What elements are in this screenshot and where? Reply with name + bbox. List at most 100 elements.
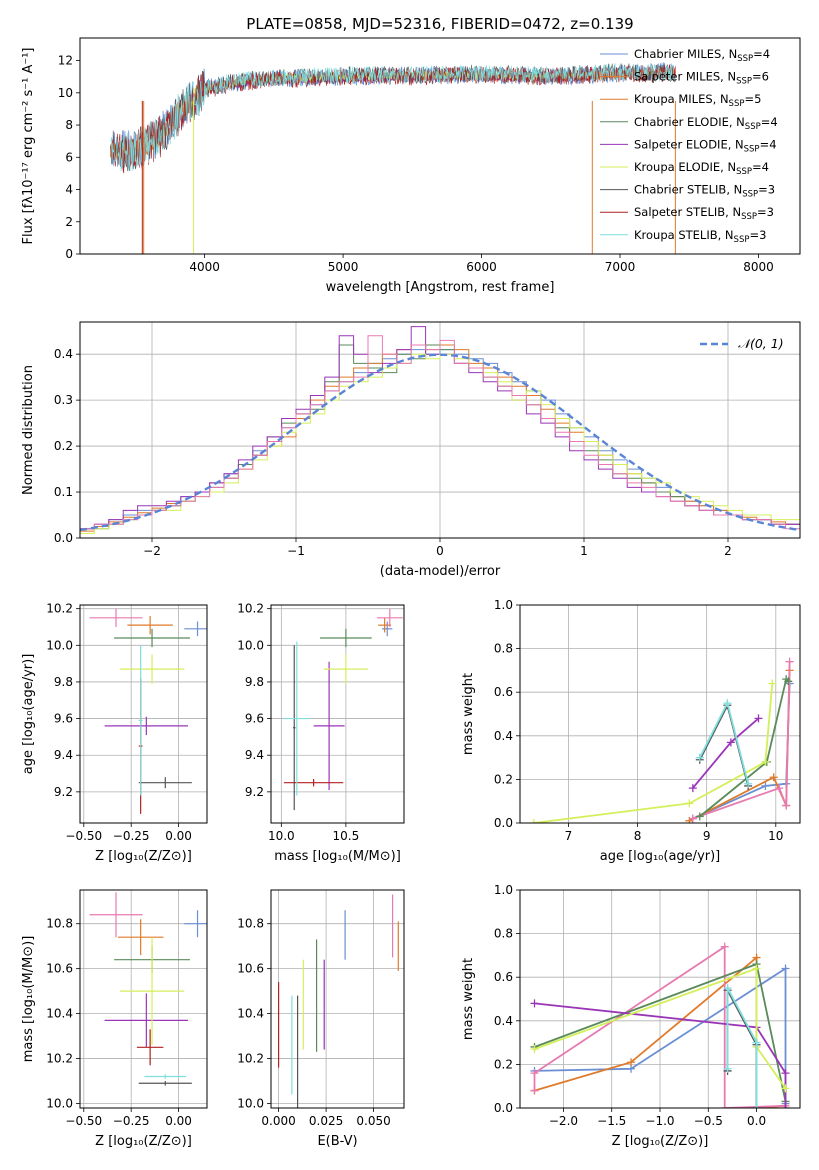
legend-entry: 𝒩(0, 1): [738, 336, 784, 351]
legend-entry: Kroupa STELIB, NSSP=3: [634, 228, 766, 245]
histograms: [80, 326, 800, 538]
residual-histogram-panel: −2 −1 0 1 2 0.0 0.1 0.2 0.3 0.4 (data-model)/error…: [21, 321, 801, 579]
weight-marker: [769, 773, 778, 782]
weight-marker: [785, 657, 794, 666]
weight-marker: [752, 1104, 761, 1108]
weight-series: [726, 989, 758, 1108]
y-tick-label: 8: [65, 118, 73, 132]
x-tick-label: −2: [143, 544, 161, 558]
axes-frame: [79, 321, 801, 539]
x-axis-label: (data-model)/error: [380, 564, 501, 579]
y-tick-label: 0.6: [494, 685, 513, 699]
error-bars: [89, 892, 207, 1086]
mass-vs-extinction-panel: 0.000 0.025 0.050 10.0 10.2 10.4 10.6 10.8 E(B-V…: [237, 889, 405, 1149]
weight-marker: [781, 1084, 790, 1093]
y-tick-label: 0.4: [494, 1014, 513, 1028]
mass-vs-metallicity-panel: −0.50 −0.25 0.00 10.0 10.2 10.4 10.6 10.8 Z [log…: [21, 889, 208, 1149]
y-axis-label: mass [log₁₀(M/M⊙)]: [21, 936, 36, 1063]
legend-suffix: =3: [757, 205, 774, 219]
legend-subscript: SSP: [734, 235, 750, 245]
y-axis-label: mass weight: [461, 673, 476, 755]
y-tick-label: 9.6: [245, 712, 264, 726]
axes-frame: [79, 604, 208, 824]
legend-entry: Kroupa MILES, NSSP=5: [634, 92, 761, 109]
age-vs-mass-panel: 10.0 10.5 9.2 9.4 9.6 9.8 10.0 10.2 mass [log₁₀(…: [237, 602, 405, 864]
x-tick-label: −0.25: [113, 829, 150, 843]
y-tick-label: 0.2: [494, 772, 513, 786]
weight-marker: [720, 1104, 729, 1108]
x-tick-label: 9: [703, 829, 711, 843]
x-tick-label: −0.25: [113, 1114, 150, 1128]
y-tick-label: 10.2: [237, 602, 264, 616]
axes-frame: [270, 889, 405, 1109]
legend-entry: Chabrier MILES, NSSP=4: [634, 47, 770, 64]
y-tick-label: 10.0: [46, 638, 73, 652]
y-tick-label: 9.4: [54, 748, 73, 762]
x-tick-label: −2.0: [549, 1114, 578, 1128]
age-vs-metallicity-panel: −0.50 −0.25 0.00 9.2 9.4 9.6 9.8 10.0 10.2 Z [log…: [21, 602, 208, 864]
spectrum-series: [110, 63, 676, 172]
legend-suffix: =4: [752, 160, 769, 174]
weight-marker: [752, 1038, 761, 1047]
y-tick-label: 4: [65, 183, 73, 197]
x-tick-label: 1: [580, 544, 588, 558]
weight-marker: [726, 738, 735, 747]
weight-marker: [775, 784, 784, 793]
y-tick-label: 9.8: [245, 675, 264, 689]
weight-marker: [695, 812, 704, 821]
legend-suffix: =3: [758, 183, 775, 197]
weight-marker: [688, 784, 697, 793]
gaussian-curve: [80, 353, 800, 532]
y-tick-label: 0.6: [494, 970, 513, 984]
legend-entry: Chabrier STELIB, NSSP=3: [634, 183, 775, 200]
x-tick-label: −1: [287, 544, 305, 558]
weight-marker: [530, 1086, 539, 1095]
legend-entry: Chabrier ELODIE, NSSP=4: [634, 115, 778, 132]
mass-weight-vs-age-panel: 7 8 9 10 0.0 0.2 0.4 0.6 0.8 1.0 age [log₁₀(age/yr…: [461, 598, 801, 864]
y-tick-label: 1.0: [494, 598, 513, 612]
x-tick-label: −0.5: [694, 1114, 723, 1128]
weight-series: [699, 677, 789, 818]
y-tick-label: 6: [65, 150, 73, 164]
x-tick-label: 8000: [743, 260, 774, 274]
weight-series: [533, 683, 774, 823]
x-tick-label: 0.00: [165, 1114, 192, 1128]
weight-marker: [781, 1069, 790, 1078]
y-tick-label: 0.0: [494, 816, 513, 830]
y-tick-label: 0.4: [494, 729, 513, 743]
x-axis-label: wavelength [Angstrom, rest frame]: [326, 280, 555, 295]
weight-marker: [761, 781, 770, 790]
x-tick-label: 5000: [328, 260, 359, 274]
x-tick-label: 7000: [605, 260, 636, 274]
weight-series: [534, 966, 787, 1104]
weight-marker: [782, 801, 791, 810]
legend-entry: Salpeter STELIB, NSSP=3: [634, 205, 774, 222]
legend-suffix: =6: [752, 70, 769, 84]
spectrum-panel: 4000 5000 6000 7000 8000 0 2 4 6 8 10 12 wavelength …: [21, 37, 801, 295]
weight-series: [726, 987, 758, 1108]
y-tick-label: 0.3: [54, 393, 73, 407]
y-axis-label: mass weight: [461, 958, 476, 1040]
axes-frame: [270, 604, 405, 824]
legend-suffix: =3: [749, 228, 766, 242]
weight-marker: [627, 1058, 636, 1067]
weight-marker: [530, 999, 539, 1008]
y-tick-label: 10.6: [46, 962, 73, 976]
weight-marker: [695, 753, 704, 762]
legend-subscript: SSP: [744, 144, 760, 154]
x-tick-label: 10: [768, 829, 783, 843]
y-tick-label: 10.2: [46, 1052, 73, 1066]
x-tick-label: 0.025: [309, 1114, 343, 1128]
x-axis-label: age [log₁₀(age/yr)]: [600, 849, 721, 864]
weight-series: [534, 967, 787, 1089]
y-tick-label: 0: [65, 247, 73, 261]
weight-marker: [723, 699, 732, 708]
x-tick-label: −1.0: [645, 1114, 674, 1128]
y-tick-label: 0.8: [494, 642, 513, 656]
weight-series: [692, 683, 791, 820]
x-tick-label: 6000: [466, 260, 497, 274]
spectrum-series: [110, 67, 676, 160]
figure-title: PLATE=0858, MJD=52316, FIBERID=0472, z=0…: [246, 15, 633, 33]
x-axis-label: E(B-V): [317, 1134, 357, 1149]
